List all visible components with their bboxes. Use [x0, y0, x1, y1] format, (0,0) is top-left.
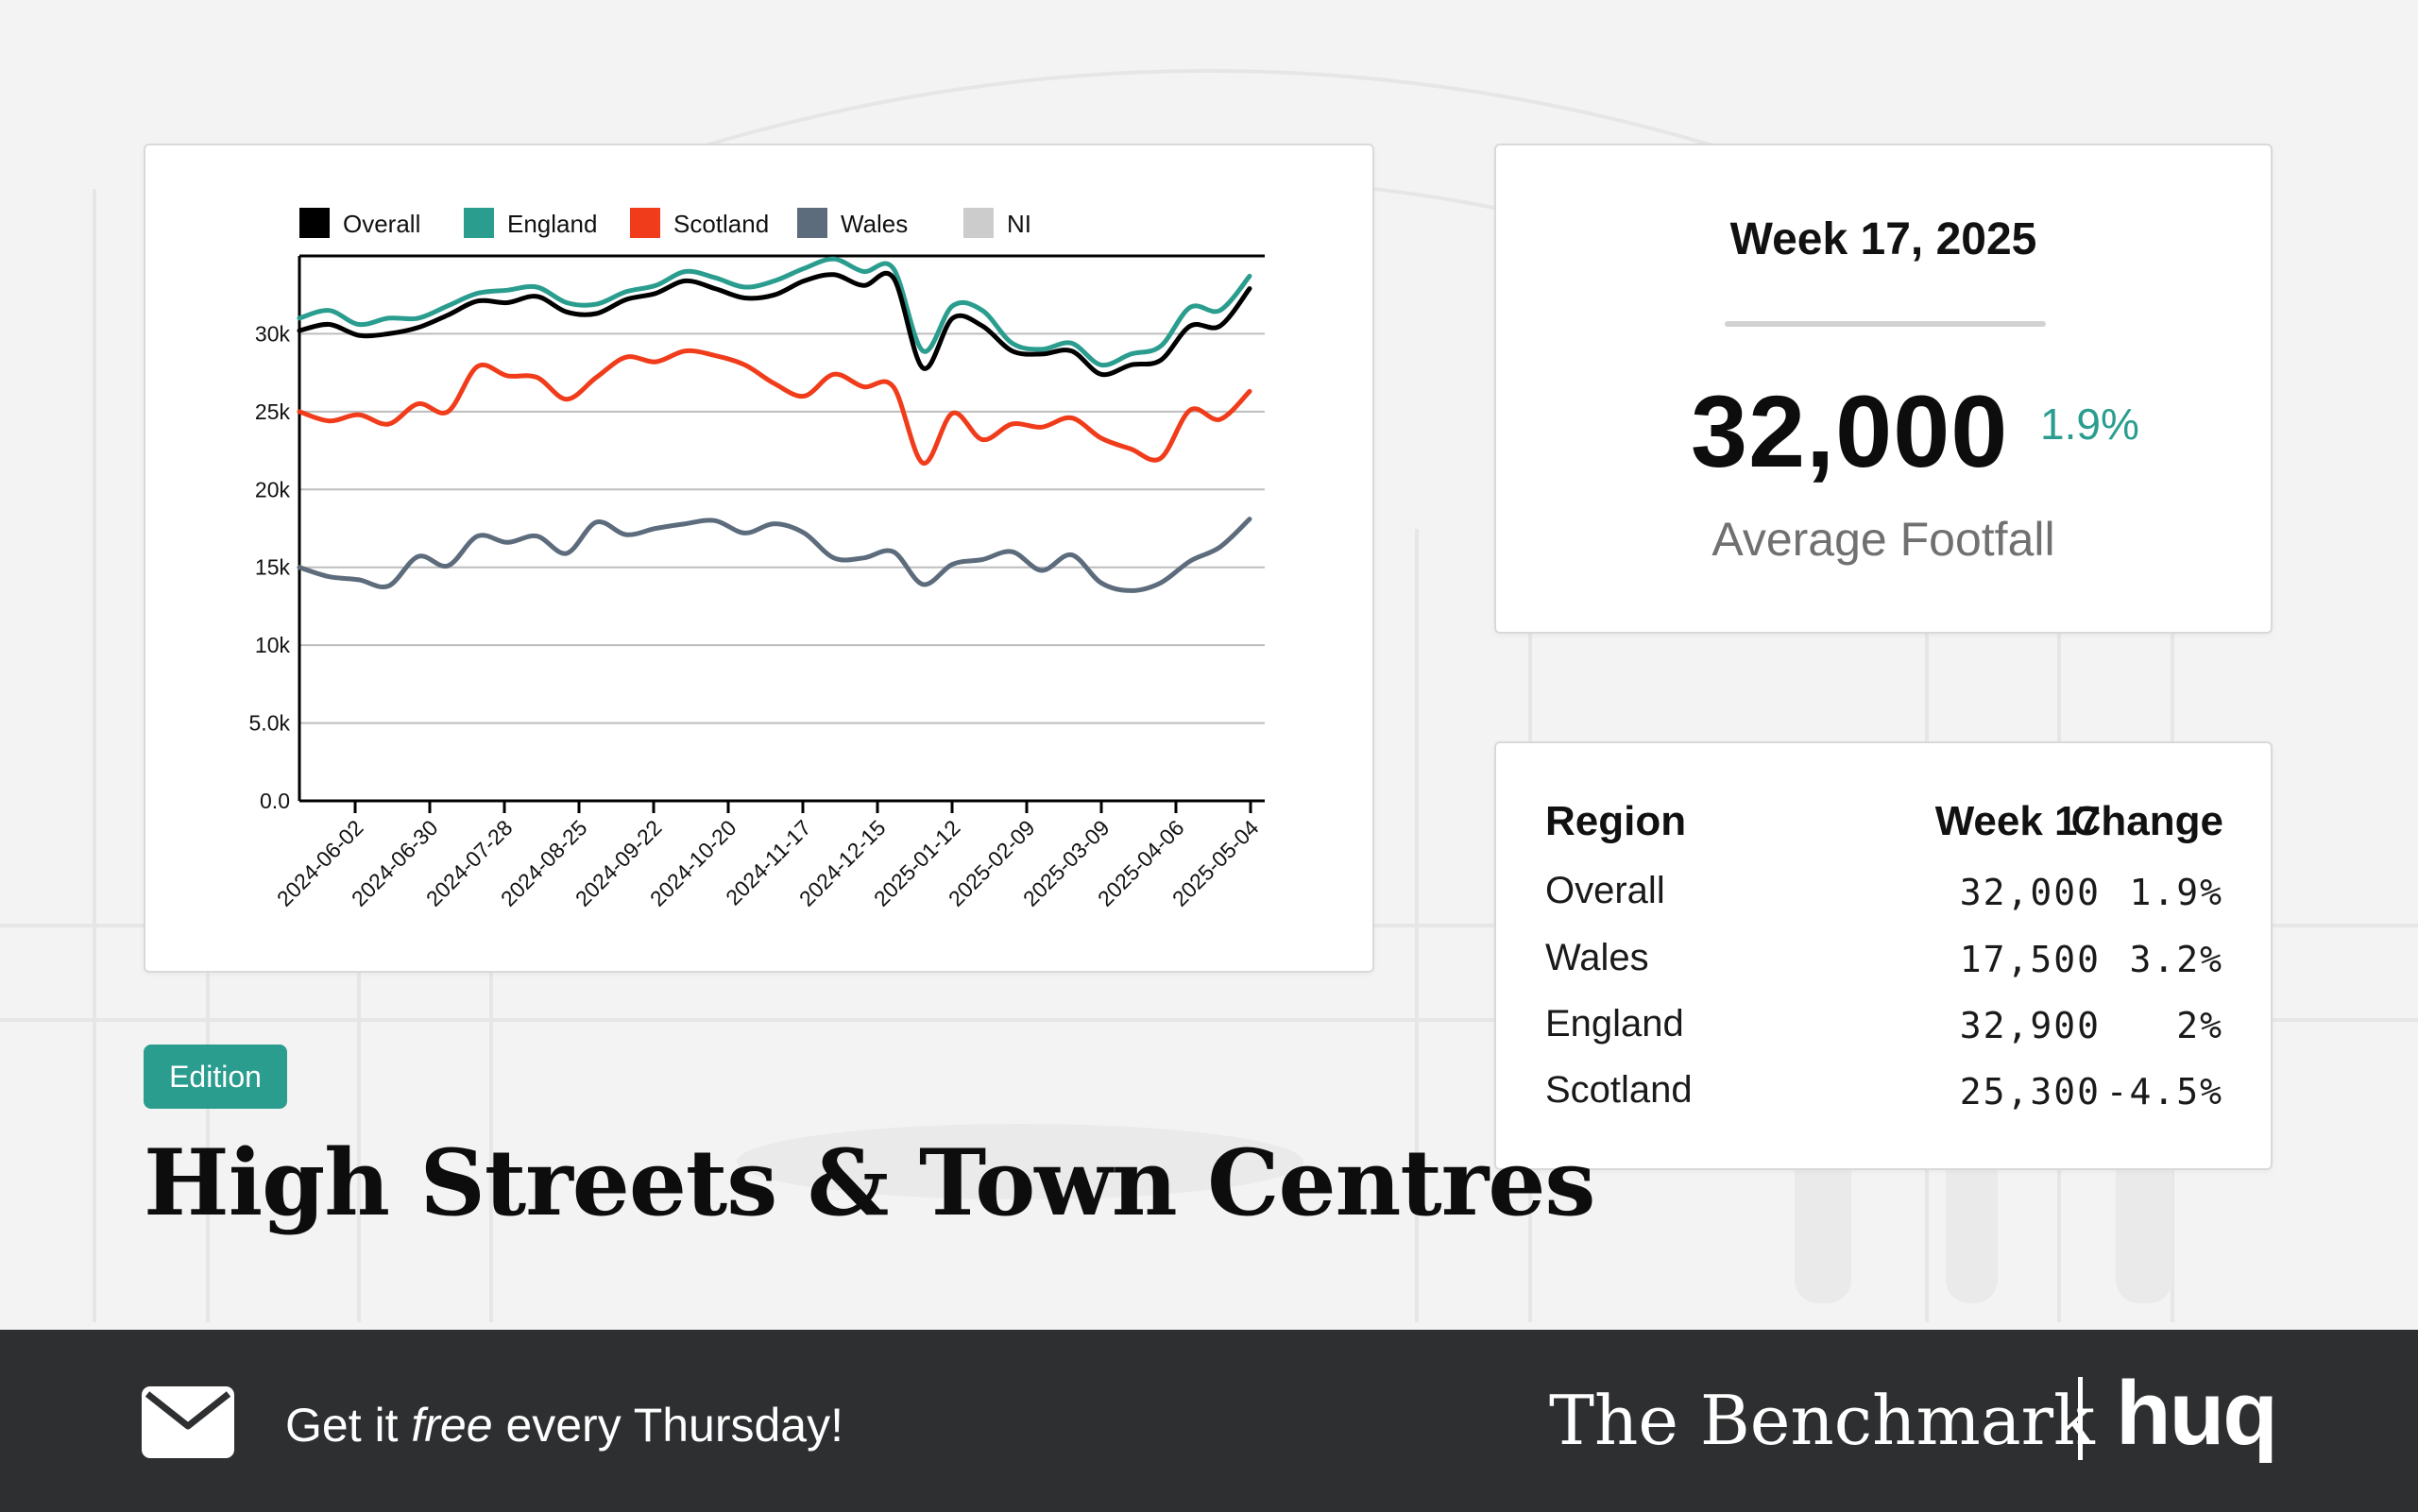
y-tick-label: 15k [255, 555, 291, 580]
legend-swatch-scotland [630, 208, 660, 238]
row-week-value: 32,900 [1959, 1005, 2101, 1046]
legend-label-overall: Overall [343, 210, 420, 238]
page-title: High Streets & Town Centres [144, 1130, 1595, 1236]
legend-label-england: England [507, 210, 597, 238]
legend-label-ni: NI [1007, 210, 1031, 238]
week-title: Week 17, 2025 [1729, 214, 2037, 264]
legend-label-wales: Wales [841, 210, 908, 238]
brand-name: The Benchmark [1549, 1381, 2095, 1460]
y-tick-label: 10k [255, 633, 291, 657]
huq-logo: huq [2116, 1363, 2278, 1464]
legend-swatch-wales [797, 208, 827, 238]
header-change: Change [2070, 798, 2223, 844]
footfall-line-chart: 0.05.0k10k15k20k25k30k2024-06-022024-06-… [249, 208, 1265, 911]
cta-text-end: every Thursday! [492, 1399, 844, 1452]
row-week-value: 32,000 [1959, 872, 2101, 913]
legend-label-scotland: Scotland [673, 210, 769, 238]
divider [1725, 321, 2046, 327]
mail-icon [142, 1386, 234, 1458]
row-week-value: 17,500 [1959, 939, 2101, 980]
edition-badge: Edition [144, 1045, 287, 1109]
row-change: 3.2% [2129, 939, 2223, 980]
average-footfall-label: Average Footfall [1711, 513, 2055, 566]
legend-swatch-overall [299, 208, 330, 238]
y-tick-label: 20k [255, 477, 291, 501]
cta-text: Get it [285, 1399, 412, 1452]
subscribe-cta[interactable]: Get it free every Thursday! [285, 1398, 843, 1453]
series-line-scotland [297, 348, 1252, 466]
y-tick-label: 0.0 [260, 789, 290, 813]
row-region: Wales [1545, 937, 1649, 978]
series-line-england [297, 256, 1252, 368]
header-region: Region [1545, 798, 1687, 844]
header-week: Week 17 [1934, 798, 2101, 844]
brand-divider [2078, 1377, 2083, 1460]
row-week-value: 25,300 [1959, 1071, 2101, 1113]
y-tick-label: 25k [255, 399, 291, 424]
series-line-overall [297, 270, 1252, 378]
row-region: Overall [1545, 870, 1665, 911]
summary-card: Week 17, 2025 32,000 1.9% Average Footfa… [1494, 144, 2273, 634]
footer-bar: Get it free every Thursday! The Benchmar… [0, 1330, 2418, 1512]
row-region: England [1545, 1003, 1684, 1045]
row-change: -4.5% [2105, 1071, 2223, 1113]
footfall-chart-card: 0.0 5.0k 10k 15k 20k 25k 30k 2024-06-02 2024-06-… [144, 144, 1374, 973]
y-tick-label: 5.0k [249, 711, 291, 736]
row-change: 2% [2176, 1005, 2223, 1046]
legend-swatch-ni [963, 208, 994, 238]
region-table: Region Week 17 Change Overall 32,000 1.9… [1494, 741, 2273, 1170]
average-footfall-value: 32,000 [1691, 374, 2009, 488]
series-line-wales [297, 517, 1252, 593]
cta-free: free [411, 1399, 493, 1452]
legend-swatch-england [464, 208, 494, 238]
y-tick-label: 30k [255, 321, 291, 346]
row-region: Scotland [1545, 1069, 1693, 1111]
row-change: 1.9% [2129, 872, 2223, 913]
footfall-change: 1.9% [2040, 399, 2139, 449]
